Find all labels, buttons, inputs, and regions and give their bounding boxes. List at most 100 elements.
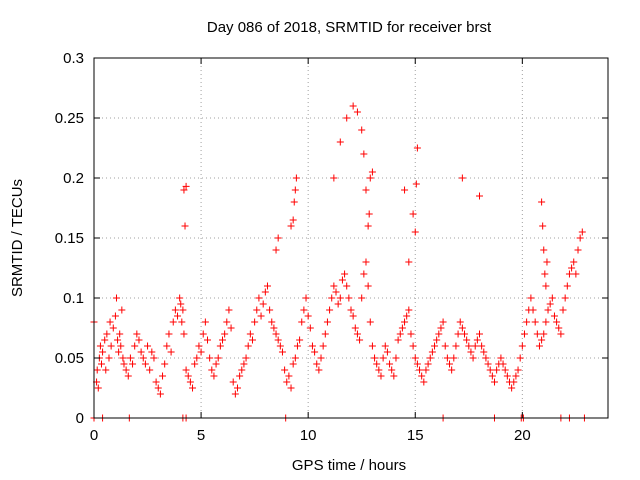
data-point bbox=[401, 318, 409, 326]
data-point bbox=[358, 126, 366, 134]
data-point bbox=[259, 300, 267, 308]
data-point bbox=[418, 372, 426, 380]
data-point bbox=[386, 360, 394, 368]
data-point bbox=[302, 294, 310, 302]
data-point bbox=[169, 318, 177, 326]
data-point bbox=[289, 360, 297, 368]
data-point bbox=[364, 282, 372, 290]
data-point bbox=[99, 348, 107, 356]
data-point bbox=[223, 318, 231, 326]
data-point bbox=[539, 222, 547, 230]
data-point bbox=[330, 282, 338, 290]
y-tick-label: 0.3 bbox=[63, 50, 84, 67]
data-point bbox=[268, 318, 276, 326]
data-point bbox=[563, 282, 571, 290]
data-point bbox=[420, 378, 428, 386]
data-point bbox=[490, 378, 498, 386]
data-point bbox=[523, 318, 531, 326]
data-point bbox=[576, 234, 584, 242]
x-tick-label: 5 bbox=[197, 427, 205, 444]
data-point bbox=[499, 360, 507, 368]
data-point bbox=[174, 312, 182, 320]
data-point bbox=[516, 354, 524, 362]
data-point bbox=[165, 330, 173, 338]
data-point bbox=[107, 342, 115, 350]
data-point bbox=[216, 342, 224, 350]
data-point bbox=[94, 384, 102, 392]
data-point bbox=[373, 360, 381, 368]
data-point bbox=[493, 366, 501, 374]
chart-title: Day 086 of 2018, SRMTID for receiver brs… bbox=[207, 19, 492, 36]
x-axis-label: GPS time / hours bbox=[292, 457, 406, 474]
data-point bbox=[514, 366, 522, 374]
data-point bbox=[362, 258, 370, 266]
axis-ticks: 0 5 10 15 20 0 0.05 0.1 0.15 0.2 0.25 0.3 bbox=[55, 50, 608, 444]
data-point bbox=[257, 312, 265, 320]
data-point bbox=[480, 348, 488, 356]
data-point bbox=[266, 306, 274, 314]
data-point bbox=[508, 384, 516, 392]
data-point bbox=[365, 210, 373, 218]
data-point bbox=[97, 360, 105, 368]
data-point bbox=[180, 186, 188, 194]
y-tick-label: 0.1 bbox=[63, 290, 84, 307]
data-point bbox=[227, 324, 235, 332]
data-point bbox=[541, 270, 549, 278]
data-point bbox=[274, 234, 282, 242]
data-point bbox=[283, 378, 291, 386]
data-point bbox=[435, 330, 443, 338]
x-tick-label: 15 bbox=[407, 427, 424, 444]
data-point bbox=[439, 318, 447, 326]
data-point bbox=[193, 354, 201, 362]
data-point bbox=[253, 306, 261, 314]
data-point bbox=[313, 360, 321, 368]
y-tick-label: 0 bbox=[76, 410, 84, 427]
data-point bbox=[326, 306, 334, 314]
data-point bbox=[463, 336, 471, 344]
y-tick-label: 0.2 bbox=[63, 170, 84, 187]
data-point bbox=[332, 288, 340, 296]
data-point bbox=[272, 246, 280, 254]
data-point bbox=[368, 342, 376, 350]
data-point bbox=[116, 330, 124, 338]
data-point bbox=[478, 342, 486, 350]
y-tick-label: 0.25 bbox=[55, 110, 84, 127]
data-point bbox=[448, 366, 456, 374]
data-point bbox=[465, 342, 473, 350]
data-point bbox=[383, 348, 391, 356]
data-point bbox=[538, 198, 546, 206]
data-point bbox=[109, 324, 117, 332]
data-point bbox=[476, 192, 483, 200]
data-point bbox=[126, 354, 134, 362]
data-point bbox=[163, 342, 171, 350]
data-point bbox=[542, 282, 550, 290]
data-point bbox=[214, 354, 222, 362]
data-point bbox=[292, 174, 300, 182]
data-point bbox=[570, 258, 578, 266]
data-point bbox=[529, 306, 537, 314]
data-point bbox=[358, 294, 366, 302]
data-point bbox=[353, 108, 361, 116]
data-point bbox=[565, 270, 573, 278]
data-point bbox=[290, 198, 298, 206]
data-point bbox=[349, 312, 357, 320]
data-point bbox=[413, 360, 421, 368]
data-point bbox=[242, 354, 250, 362]
data-point bbox=[131, 342, 139, 350]
data-point bbox=[204, 336, 212, 344]
data-point bbox=[368, 168, 376, 176]
data-point bbox=[542, 318, 550, 326]
data-point bbox=[111, 312, 119, 320]
data-point bbox=[261, 288, 269, 296]
data-point bbox=[139, 354, 147, 362]
data-point bbox=[401, 186, 409, 194]
x-tick-label: 0 bbox=[90, 427, 98, 444]
data-point bbox=[501, 366, 509, 374]
data-point bbox=[578, 228, 586, 236]
data-point bbox=[246, 330, 254, 338]
data-point bbox=[390, 372, 398, 380]
data-point bbox=[186, 378, 194, 386]
data-point bbox=[353, 330, 361, 338]
y-tick-label: 0.15 bbox=[55, 230, 84, 247]
data-point bbox=[471, 342, 479, 350]
